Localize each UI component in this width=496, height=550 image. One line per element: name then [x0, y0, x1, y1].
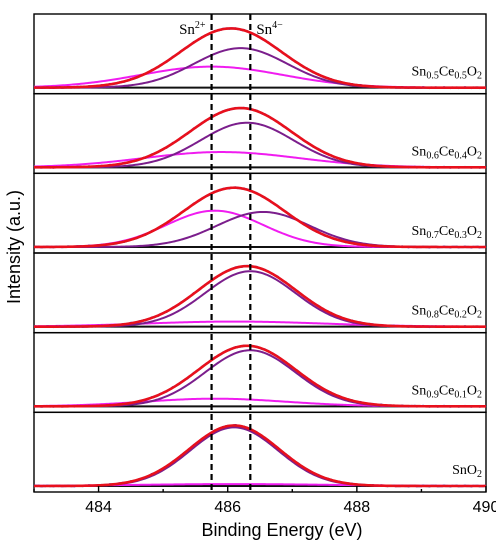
label-subscript: 0.3 — [454, 230, 467, 241]
label-subscript: 2 — [477, 389, 482, 400]
x-ticks-group: 484 486 488 490 — [33, 486, 496, 516]
label-segment: Sn — [412, 65, 427, 80]
sample-label: Sn0.7Ce0.3O2 — [412, 224, 482, 241]
label-subscript: 2 — [477, 310, 482, 321]
panel-4: Sn0.8Ce0.2O2 — [33, 252, 487, 334]
panels-group: Sn0.5Ce0.5O2Sn0.6Ce0.4O2Sn0.7Ce0.3O2Sn0.… — [33, 13, 487, 493]
label-segment: Sn — [412, 304, 427, 319]
label-segment: Sn — [412, 224, 427, 239]
label-segment: Ce — [439, 383, 455, 398]
panel-2: Sn0.6Ce0.4O2 — [33, 92, 487, 175]
x-tick-label: 488 — [344, 499, 371, 516]
fit-envelope-curve — [34, 344, 486, 408]
panel-frame — [33, 411, 487, 493]
label-subscript: 0.2 — [454, 310, 467, 321]
label-subscript: 2 — [477, 469, 482, 480]
panel-frame — [33, 252, 487, 334]
label-subscript: 2 — [477, 71, 482, 82]
label-segment: Ce — [439, 304, 455, 319]
reference-label-base: Sn — [256, 22, 272, 38]
label-segment: Ce — [439, 65, 455, 80]
reference-label-2: Sn4− — [256, 20, 283, 38]
sample-label: Sn0.8Ce0.2O2 — [412, 304, 482, 321]
label-subscript: 0.9 — [426, 389, 439, 400]
sn4-component-curve — [34, 426, 486, 487]
sample-label: Sn0.9Ce0.1O2 — [412, 383, 482, 400]
label-segment: Sn — [412, 144, 427, 159]
fit-envelope-curve — [34, 106, 486, 169]
sample-label: Sn0.5Ce0.5O2 — [412, 65, 482, 82]
label-subscript: 0.6 — [426, 150, 439, 161]
label-segment: O — [467, 224, 477, 239]
reference-label-superscript: 4− — [272, 20, 283, 31]
fit-envelope-curve — [33, 27, 486, 89]
label-segment: O — [467, 144, 477, 159]
x-tick-label: 490 — [473, 499, 496, 516]
y-axis-label: Intensity (a.u.) — [4, 190, 24, 304]
sample-label: Sn0.6Ce0.4O2 — [412, 144, 482, 161]
panel-1: Sn0.5Ce0.5O2 — [33, 13, 487, 95]
label-subscript: 2 — [477, 230, 482, 241]
label-subscript: 0.5 — [454, 71, 467, 82]
panel-6: SnO2 — [33, 411, 487, 493]
label-subscript: 0.7 — [426, 230, 439, 241]
label-segment: Ce — [439, 224, 455, 239]
reference-lines-group: Sn2+ Sn4− — [179, 14, 283, 492]
panel-3: Sn0.7Ce0.3O2 — [33, 172, 487, 254]
label-segment: O — [467, 65, 477, 80]
reference-label-1: Sn2+ — [179, 20, 206, 38]
fit-envelope-curve — [34, 264, 486, 328]
x-tick-label: 484 — [85, 499, 112, 516]
label-segment: O — [467, 383, 477, 398]
fit-envelope-curve — [34, 424, 486, 488]
panel-frame — [33, 172, 487, 254]
label-segment: O — [467, 304, 477, 319]
label-subscript: 2 — [477, 150, 482, 161]
label-subscript: 0.1 — [454, 389, 467, 400]
label-segment: Ce — [439, 144, 455, 159]
sample-label: SnO2 — [452, 463, 482, 480]
reference-label-base: Sn — [179, 22, 195, 38]
label-subscript: 0.4 — [454, 150, 467, 161]
fit-envelope-curve — [33, 186, 486, 249]
panel-5: Sn0.9Ce0.1O2 — [33, 331, 487, 414]
x-tick-label: 486 — [214, 499, 241, 516]
label-subscript: 0.5 — [426, 71, 439, 82]
x-axis-label: Binding Energy (eV) — [201, 520, 362, 540]
panel-frame — [33, 92, 487, 175]
label-subscript: 0.8 — [426, 310, 439, 321]
label-segment: Sn — [412, 383, 427, 398]
reference-label-superscript: 2+ — [195, 20, 206, 31]
label-segment: SnO — [452, 463, 477, 478]
